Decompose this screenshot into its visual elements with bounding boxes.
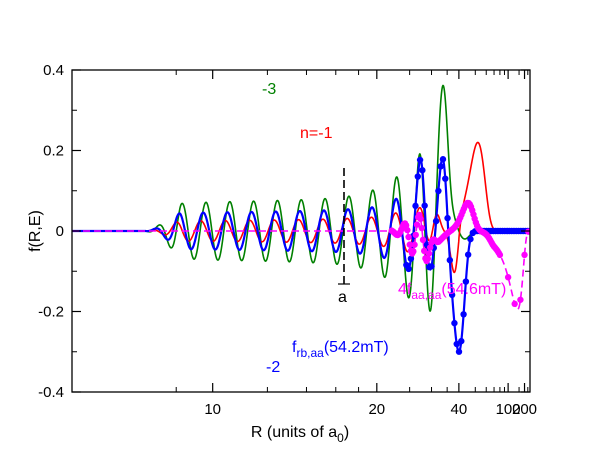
series-4faa-point xyxy=(412,231,419,239)
series-4faa-point xyxy=(405,233,412,241)
series-minus3-line xyxy=(72,84,530,312)
label-frb-f: f xyxy=(292,339,297,356)
x-tick-label: 40 xyxy=(451,401,468,418)
series-minus2-point xyxy=(419,167,426,174)
series-4faa-point xyxy=(411,241,418,248)
x-tick-label: 100 xyxy=(496,401,521,418)
series-minus2-point xyxy=(414,173,421,180)
series-4faa-point xyxy=(406,241,413,248)
series-minus2-point xyxy=(451,319,458,327)
label-frb-tail: (54.2mT) xyxy=(324,339,389,356)
y-tick-label: -0.2 xyxy=(38,304,64,321)
series-4faa-point xyxy=(404,226,411,234)
label-series-n-minus1: n=-1 xyxy=(300,125,333,142)
series-4faa-point xyxy=(419,236,427,244)
series-4faa-point xyxy=(427,244,434,251)
label-series-minus3: -3 xyxy=(262,81,276,98)
series-minus2-point xyxy=(405,265,412,273)
series-minus2-point xyxy=(460,311,467,318)
series-4faa-point xyxy=(525,228,530,235)
series-4faa-point xyxy=(420,247,428,255)
y-axis-title: f(R,E) xyxy=(27,210,44,252)
series-minus2-point xyxy=(416,156,424,164)
label-a: a xyxy=(338,289,347,306)
series-minus2-point xyxy=(458,337,465,345)
series-minus2-point xyxy=(421,202,428,209)
series-minus2-point xyxy=(432,217,440,225)
x-axis-title-close: ) xyxy=(344,424,349,441)
series-4faa-point xyxy=(413,221,421,228)
series-4faa-point xyxy=(511,300,518,308)
series-minus2-point xyxy=(428,263,435,270)
label-4faa-f: 4f xyxy=(398,281,412,298)
series-4faa-point xyxy=(496,251,504,259)
series-minus2-point xyxy=(455,348,463,355)
series-minus2-point xyxy=(453,340,460,348)
y-tick-label: 0 xyxy=(56,223,64,240)
x-tick-label: 20 xyxy=(368,401,385,418)
label-series-minus2: -2 xyxy=(266,359,280,376)
series-4faa-point xyxy=(425,250,433,257)
series-minus2-point xyxy=(407,255,415,262)
series-4faa-point xyxy=(410,248,417,255)
label-4faa-tail: (54.6mT) xyxy=(441,281,506,298)
y-tick-label: -0.4 xyxy=(38,384,64,401)
series-minus2-point xyxy=(467,235,474,243)
series-4faa-point xyxy=(504,274,512,281)
series-minus2-line xyxy=(72,157,530,353)
series-minus2-point xyxy=(462,278,470,285)
x-axis-title: R (units of a0) xyxy=(251,424,349,445)
series-4faa-point xyxy=(521,251,528,259)
x-tick-label: 200 xyxy=(512,401,537,418)
series-4faa-point xyxy=(424,255,431,262)
label-frb-sub: rb,aa xyxy=(296,346,324,360)
label-frb: frb,aa(54.2mT) xyxy=(292,339,389,360)
series-minus2-point xyxy=(439,156,447,163)
series-minus2-point xyxy=(444,214,451,222)
series-minus2-point xyxy=(435,187,442,195)
series-minus2-point xyxy=(446,256,454,264)
y-tick-label: 0.4 xyxy=(43,62,64,79)
series-minus2-point xyxy=(437,163,444,170)
series-4faa-point xyxy=(517,296,524,303)
x-tick-label: 10 xyxy=(204,401,221,418)
series-4faa-point xyxy=(418,224,425,232)
x-axis-title-main: R (units of a xyxy=(251,424,337,441)
x-axis-title-sub: 0 xyxy=(337,431,344,445)
series-minus2-point xyxy=(448,291,456,299)
series-minus2-point xyxy=(412,202,419,210)
y-tick-label: 0.2 xyxy=(43,143,64,160)
label-4faa: 4faa,aa(54.6mT) xyxy=(398,281,506,302)
series-4faa-point xyxy=(417,215,424,223)
label-4faa-sub: aa,aa xyxy=(411,288,441,302)
series-minus2-point xyxy=(464,251,472,258)
series-minus2-point xyxy=(442,175,449,182)
